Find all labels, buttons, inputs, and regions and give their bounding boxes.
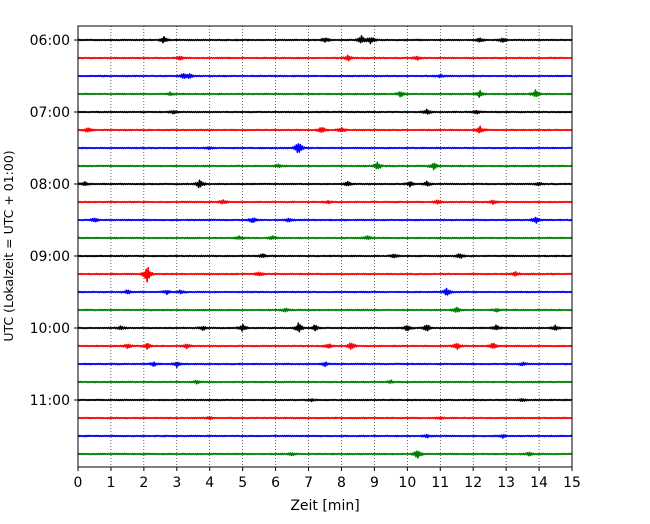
trace-line [77,361,573,368]
x-tick-label: 11 [431,475,449,491]
x-tick-label: 2 [139,475,148,491]
trace-line [77,415,573,421]
x-tick-label: 6 [271,475,280,491]
x-tick-label: 14 [530,475,548,491]
y-tick-label: 11:00 [30,393,70,409]
trace-line [77,322,573,333]
y-tick-label: 06:00 [30,33,70,49]
trace-layer [77,35,573,459]
x-axis-ticks: 0 1 2 3 4 5 6 7 8 9 10 11 12 13 14 15 [74,467,581,491]
trace-line [77,287,573,296]
trace-line [77,398,573,403]
trace-line [77,179,573,189]
x-tick-label: 7 [304,475,313,491]
x-tick-label: 3 [172,475,181,491]
x-tick-label: 4 [205,475,214,491]
trace-line [77,433,573,439]
x-tick-label: 13 [497,475,515,491]
trace-line [77,306,573,313]
x-tick-label: 8 [337,475,346,491]
x-tick-label: 0 [74,475,83,491]
y-axis-label: UTC (Lokalzeit = UTC + 01:00) [1,150,16,341]
y-tick-label: 10:00 [30,321,70,337]
x-tick-label: 12 [464,475,482,491]
trace-line [77,73,573,79]
y-tick-label: 08:00 [30,177,70,193]
trace-line [77,125,573,134]
trace-line [77,216,573,224]
trace-line [77,342,573,350]
plot-frame [77,25,573,468]
x-tick-label: 10 [398,475,416,491]
trace-line [77,199,573,205]
trace-line [77,35,573,45]
trace-line [77,379,573,385]
y-tick-label: 09:00 [30,249,70,265]
trace-line [77,235,573,240]
x-tick-label: 9 [370,475,379,491]
x-tick-label: 5 [238,475,247,491]
x-axis-label: Zeit [min] [290,498,359,514]
x-tick-label: 15 [563,475,581,491]
trace-line [77,253,573,259]
y-tick-label: 07:00 [30,105,70,121]
trace-line [77,89,573,99]
y-axis-ticks: 06:00 07:00 08:00 09:00 10:00 11:00 [30,33,78,409]
trace-line [77,108,573,115]
trace-line [77,161,573,171]
trace-line [77,143,573,153]
x-tick-label: 1 [106,475,115,491]
trace-line [77,54,573,62]
trace-line [77,450,573,459]
trace-line [77,266,573,283]
